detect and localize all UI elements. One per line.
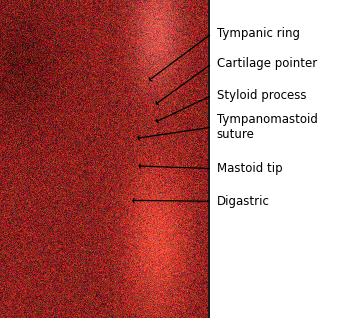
Text: Mastoid tip: Mastoid tip <box>217 162 283 175</box>
Text: Styloid process: Styloid process <box>217 89 306 102</box>
Text: Tympanomastoid
suture: Tympanomastoid suture <box>217 113 318 141</box>
Text: Digastric: Digastric <box>217 195 270 208</box>
Text: Cartilage pointer: Cartilage pointer <box>217 57 317 70</box>
Text: Tympanic ring: Tympanic ring <box>217 27 300 40</box>
